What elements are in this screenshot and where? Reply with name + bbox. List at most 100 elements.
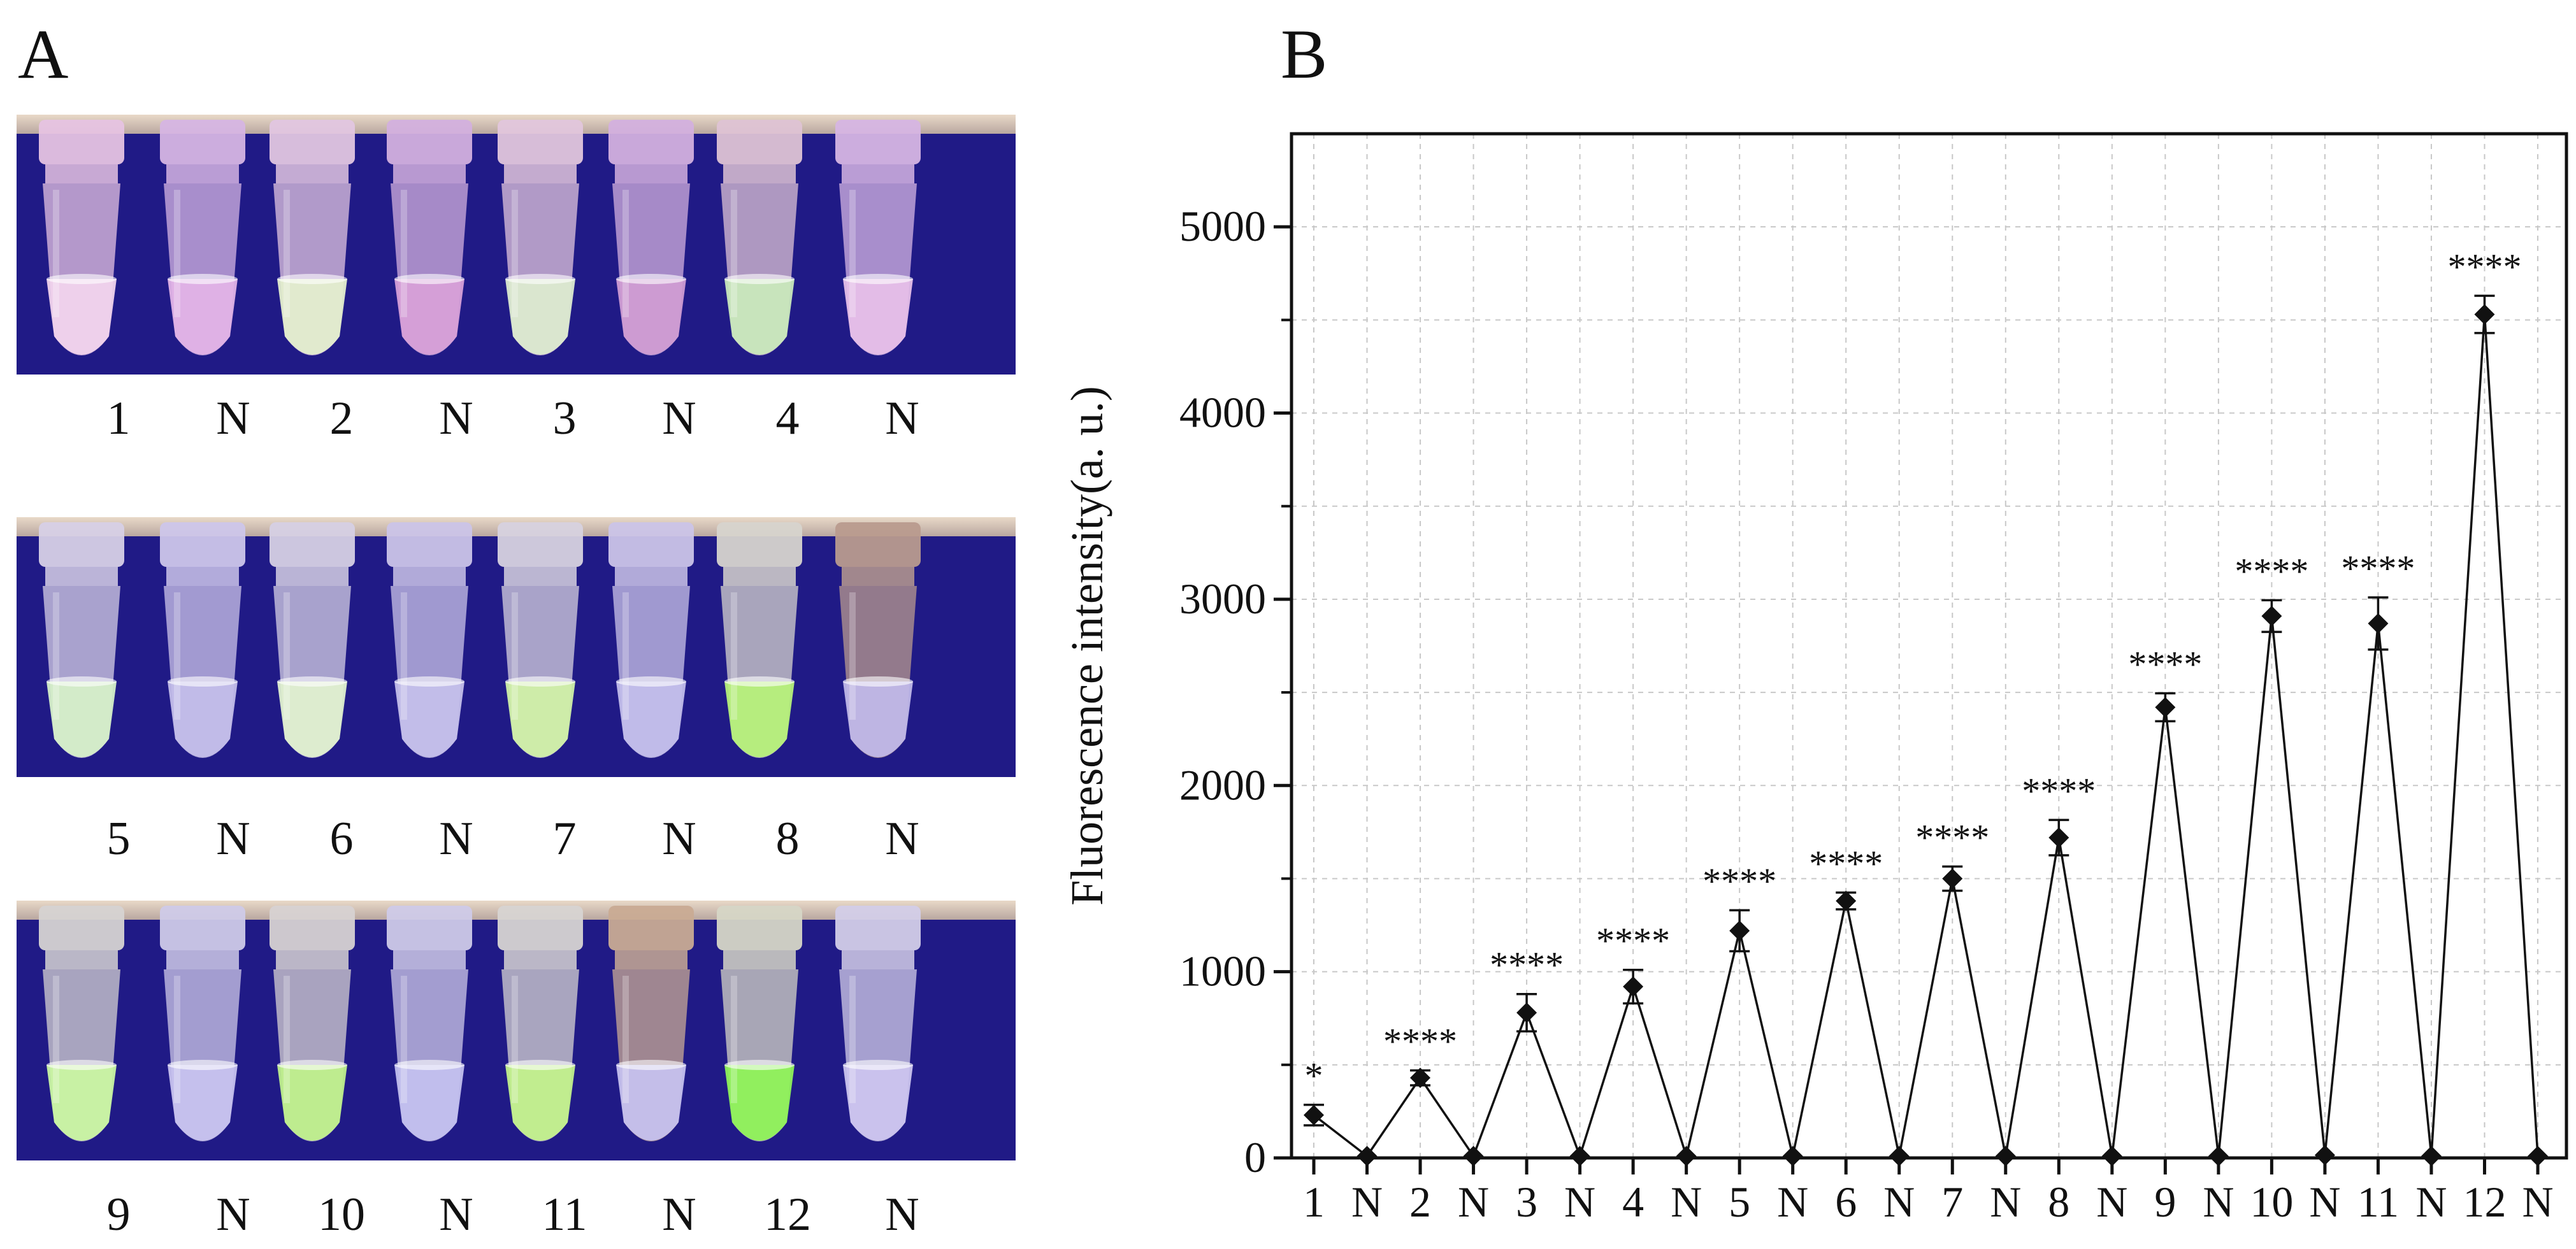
tube-label: 7 bbox=[552, 813, 577, 865]
tube-label: 6 bbox=[329, 813, 354, 865]
tube-label: 11 bbox=[542, 1188, 587, 1241]
series-line bbox=[1313, 314, 2539, 1160]
data-point bbox=[2048, 827, 2069, 848]
tube-label: 12 bbox=[764, 1188, 811, 1241]
significance-label: * bbox=[1305, 1055, 1323, 1097]
x-tick-label: 10 bbox=[2250, 1178, 2293, 1226]
tube-1-3 bbox=[264, 120, 360, 375]
data-point bbox=[2261, 606, 2282, 627]
significance-label: **** bbox=[1915, 817, 1989, 858]
tube-3-8 bbox=[830, 906, 926, 1160]
tube-photo-row-3 bbox=[17, 901, 1016, 1160]
tube-labels-row-2: 5 N 6 N 7 N 8 N bbox=[17, 815, 1016, 873]
significance-label: **** bbox=[2447, 246, 2521, 287]
tube-labels-row-1: 1 N 2 N 3 N 4 N bbox=[17, 395, 1016, 452]
x-tick-label: 2 bbox=[1409, 1178, 1431, 1226]
tube-3-2 bbox=[155, 906, 250, 1160]
tube-label: N bbox=[439, 392, 473, 445]
tube-1-8 bbox=[830, 120, 926, 375]
tube-1-4 bbox=[382, 120, 477, 375]
data-point bbox=[1676, 1146, 1697, 1167]
tube-label: 3 bbox=[552, 392, 577, 445]
x-tick-label: N bbox=[1777, 1178, 1808, 1226]
data-point bbox=[2101, 1146, 2122, 1167]
tube-1-7 bbox=[712, 120, 807, 375]
data-point bbox=[2474, 304, 2495, 325]
y-tick-label: 3000 bbox=[1179, 575, 1266, 623]
tube-label: 10 bbox=[318, 1188, 365, 1241]
x-tick-label: N bbox=[1990, 1178, 2021, 1226]
x-tick-label: N bbox=[2415, 1178, 2447, 1226]
tube-label: N bbox=[216, 813, 250, 865]
tube-label: N bbox=[439, 813, 473, 865]
tube-2-7 bbox=[712, 522, 807, 777]
tube-3-5 bbox=[493, 906, 588, 1160]
panel-b-letter: B bbox=[1281, 15, 1328, 93]
tube-1-5 bbox=[493, 120, 588, 375]
tube-label: 2 bbox=[329, 392, 354, 445]
data-point bbox=[2208, 1146, 2229, 1167]
x-tick-label: N bbox=[1458, 1178, 1489, 1226]
significance-label: **** bbox=[1596, 920, 1670, 962]
x-tick-label: 8 bbox=[2048, 1178, 2069, 1226]
y-tick-label: 5000 bbox=[1179, 202, 1266, 250]
tube-label: 9 bbox=[106, 1188, 131, 1241]
tube-2-8 bbox=[830, 522, 926, 777]
x-tick-label: 1 bbox=[1303, 1178, 1325, 1226]
tube-3-1 bbox=[34, 906, 129, 1160]
significance-label: **** bbox=[2022, 770, 2096, 811]
x-tick-label: 7 bbox=[1941, 1178, 1963, 1226]
tube-label: N bbox=[885, 392, 919, 445]
significance-label: **** bbox=[1490, 945, 1564, 986]
tube-2-5 bbox=[493, 522, 588, 777]
x-tick-label: 11 bbox=[2357, 1178, 2399, 1226]
y-tick-label: 4000 bbox=[1179, 389, 1266, 437]
data-point bbox=[1782, 1146, 1803, 1167]
x-tick-label: 12 bbox=[2463, 1178, 2506, 1226]
x-tick-label: N bbox=[2203, 1178, 2234, 1226]
data-point bbox=[1463, 1146, 1484, 1167]
tube-2-2 bbox=[155, 522, 250, 777]
x-tick-label: 5 bbox=[1729, 1178, 1750, 1226]
tube-1-2 bbox=[155, 120, 250, 375]
tube-2-6 bbox=[603, 522, 699, 777]
tube-label: N bbox=[662, 813, 696, 865]
tube-label: N bbox=[439, 1188, 473, 1241]
significance-label: **** bbox=[2341, 548, 2415, 589]
tube-label: 5 bbox=[106, 813, 131, 865]
data-point bbox=[2528, 1146, 2548, 1167]
x-tick-label: 6 bbox=[1835, 1178, 1857, 1226]
tube-2-1 bbox=[34, 522, 129, 777]
x-tick-label: 9 bbox=[2154, 1178, 2176, 1226]
tube-labels-row-3: 9 N 10 N 11 N 12 N bbox=[17, 1191, 1016, 1248]
panel-a-letter: A bbox=[18, 15, 69, 93]
y-tick-label: 2000 bbox=[1179, 760, 1266, 809]
plot-frame bbox=[1290, 132, 2568, 1160]
data-point bbox=[2368, 613, 2389, 634]
y-tick-label: 1000 bbox=[1179, 947, 1266, 996]
data-point bbox=[1942, 868, 1963, 889]
data-point bbox=[1356, 1146, 1378, 1167]
data-point bbox=[1836, 890, 1857, 911]
significance-label: **** bbox=[2128, 644, 2202, 685]
x-tick-label: N bbox=[2522, 1178, 2553, 1226]
tube-label: N bbox=[662, 392, 696, 445]
tube-label: 8 bbox=[775, 813, 800, 865]
x-tick-label: N bbox=[1564, 1178, 1595, 1226]
data-point bbox=[1569, 1146, 1590, 1167]
x-tick-label: N bbox=[2309, 1178, 2340, 1226]
data-point bbox=[1889, 1146, 1910, 1167]
tube-3-4 bbox=[382, 906, 477, 1160]
tube-label: N bbox=[216, 1188, 250, 1241]
tube-2-3 bbox=[264, 522, 360, 777]
tube-3-3 bbox=[264, 906, 360, 1160]
tube-3-7 bbox=[712, 906, 807, 1160]
y-tick-label: 0 bbox=[1244, 1133, 1266, 1181]
x-tick-label: N bbox=[2096, 1178, 2127, 1226]
data-point bbox=[2155, 697, 2176, 718]
x-tick-label: N bbox=[1671, 1178, 1702, 1226]
tube-label: N bbox=[885, 1188, 919, 1241]
tube-1-6 bbox=[603, 120, 699, 375]
x-tick-label: 3 bbox=[1516, 1178, 1537, 1226]
tube-label: 4 bbox=[775, 392, 800, 445]
